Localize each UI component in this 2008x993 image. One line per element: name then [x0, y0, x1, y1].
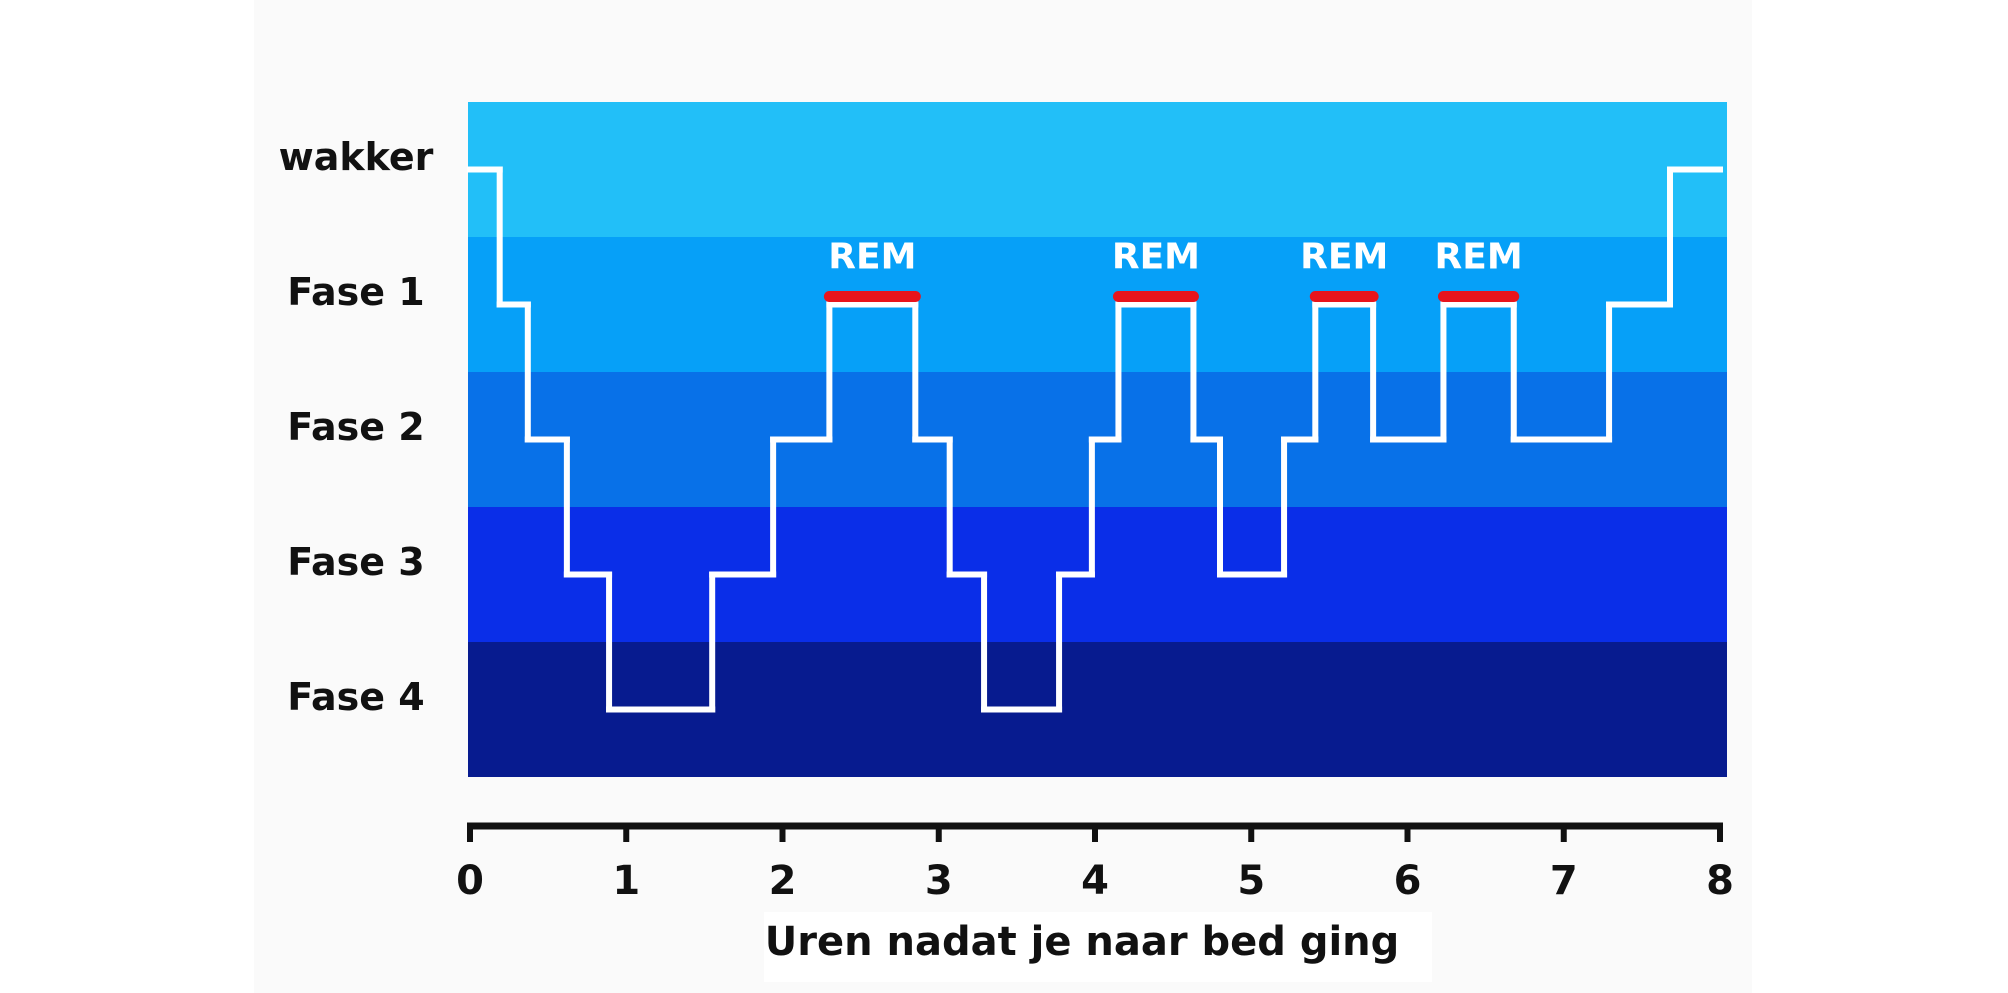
x-tick-label: 4: [1081, 858, 1109, 904]
y-tick-label: Fase 4: [287, 675, 424, 719]
rem-label: REM: [1300, 237, 1388, 278]
label-background: [764, 912, 1432, 982]
rem-label: REM: [1112, 237, 1200, 278]
x-tick-label: 7: [1550, 858, 1578, 904]
y-tick-label: Fase 3: [287, 540, 424, 584]
y-tick-label: Fase 2: [287, 405, 424, 449]
x-tick-label: 8: [1706, 858, 1734, 904]
stage-band: [468, 237, 1727, 372]
x-tick-label: 5: [1237, 858, 1265, 904]
stage-band: [468, 507, 1727, 642]
x-tick-label: 3: [925, 858, 953, 904]
x-tick-label: 6: [1394, 858, 1422, 904]
x-axis-label: Uren nadat je naar bed ging: [765, 919, 1400, 965]
y-tick-label: wakker: [279, 135, 434, 179]
stage-band: [468, 102, 1727, 237]
y-tick-label: Fase 1: [287, 270, 424, 314]
rem-label: REM: [1435, 237, 1523, 278]
x-tick-label: 1: [612, 858, 640, 904]
x-tick-label: 0: [456, 858, 484, 904]
x-tick-label: 2: [769, 858, 797, 904]
rem-label: REM: [828, 237, 916, 278]
